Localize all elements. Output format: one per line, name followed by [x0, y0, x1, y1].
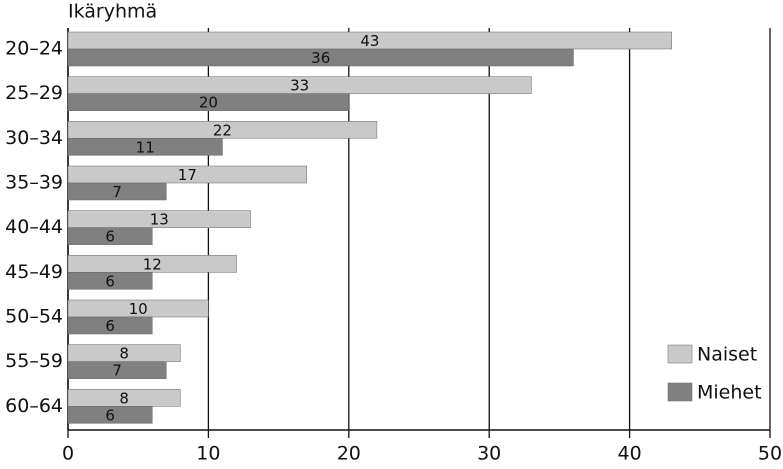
y-tick-label: 40–44: [5, 216, 63, 238]
value-label: 10: [129, 300, 148, 318]
bar: [67, 210, 251, 228]
y-tick-label: 25–29: [5, 82, 63, 104]
x-tick-label: 20: [337, 443, 361, 465]
value-label: 11: [136, 138, 155, 156]
legend-label: Miehet: [697, 382, 762, 404]
legend-swatch: [667, 344, 693, 364]
value-label: 36: [311, 49, 330, 67]
bar: [67, 406, 153, 424]
bar: [67, 272, 153, 290]
value-label: 22: [213, 121, 232, 139]
bar: [67, 227, 153, 245]
y-tick-label: 35–39: [5, 172, 63, 194]
y-tick-label: 45–49: [5, 261, 63, 283]
y-tick-label: 60–64: [5, 395, 63, 417]
x-tick-label: 50: [758, 443, 782, 465]
value-label: 6: [105, 406, 115, 424]
y-tick-label: 30–34: [5, 127, 63, 149]
bar: [67, 316, 153, 335]
x-tick-label: 40: [618, 443, 642, 465]
bar: [67, 138, 223, 156]
x-tick-label: 30: [477, 443, 501, 465]
value-label: 7: [112, 183, 122, 201]
value-label: 8: [119, 389, 129, 407]
value-label: 6: [105, 272, 115, 290]
value-label: 43: [360, 32, 379, 50]
value-label: 6: [105, 317, 115, 335]
x-tick-label: 10: [196, 443, 220, 465]
value-label: 6: [105, 228, 115, 246]
y-tick-label: 50–54: [5, 306, 63, 328]
bar: [67, 361, 167, 379]
value-label: 20: [199, 94, 218, 112]
y-tick-label: 20–24: [5, 38, 63, 60]
x-tick-label: 0: [62, 443, 74, 465]
value-label: 8: [119, 345, 129, 363]
legend-label: Naiset: [697, 344, 757, 366]
bar: [67, 182, 167, 201]
value-label: 7: [112, 362, 122, 380]
bar: [67, 48, 574, 67]
axis-label: Ikäryhmä: [68, 1, 157, 23]
value-label: 13: [150, 211, 169, 229]
value-label: 17: [178, 166, 197, 184]
legend-swatch: [667, 382, 693, 402]
bar: [67, 93, 350, 111]
value-label: 33: [290, 77, 309, 95]
y-tick-label: 55–59: [5, 350, 63, 372]
value-label: 12: [143, 255, 162, 273]
bar: [67, 165, 307, 184]
